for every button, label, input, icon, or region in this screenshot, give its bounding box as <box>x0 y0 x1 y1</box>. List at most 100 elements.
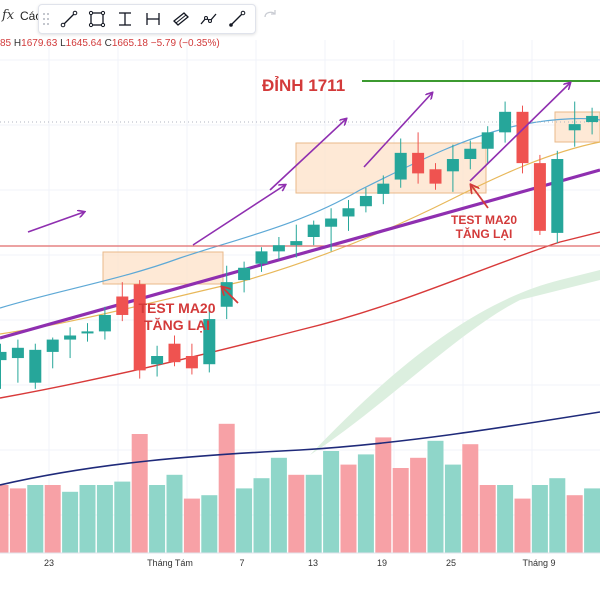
volume-bars <box>0 423 600 553</box>
volume-bar <box>131 434 148 553</box>
candle <box>342 200 355 231</box>
ma50-line <box>0 141 600 335</box>
candle <box>325 208 338 252</box>
candle <box>499 101 512 143</box>
annotation-arrow-1 <box>222 287 239 304</box>
candle-body <box>290 241 303 246</box>
top-bar: fx Các <box>0 0 600 36</box>
candle <box>551 150 564 244</box>
volume-bar <box>340 464 357 553</box>
volume-bar <box>218 423 235 553</box>
candle <box>151 345 164 377</box>
candle <box>377 175 390 205</box>
test-label-2-line-2: TĂNG LẠI <box>456 226 513 241</box>
candle <box>185 343 198 375</box>
high-key: H <box>13 38 22 49</box>
low-value: 1645.64 <box>65 38 102 49</box>
candle-body <box>464 148 477 160</box>
volume-bar <box>79 485 96 553</box>
date-range-icon[interactable] <box>141 7 165 31</box>
trend-line-icon[interactable] <box>57 7 81 31</box>
candle <box>46 337 59 369</box>
moving-averages <box>0 117 600 486</box>
drag-handle-icon[interactable] <box>42 12 50 26</box>
trend-arrow-3 <box>269 119 346 191</box>
volume-bar <box>497 485 514 553</box>
candle <box>394 138 407 188</box>
drawing-toolbar <box>38 4 256 34</box>
close-key: C <box>104 38 112 49</box>
candle-body <box>11 347 24 359</box>
candle-body <box>446 159 459 172</box>
ma100-line <box>0 231 600 399</box>
test-label-2-line-1: TEST MA20 <box>451 213 517 227</box>
candle <box>307 220 320 246</box>
close-value: 1665.18 <box>111 38 148 49</box>
candle-body <box>185 356 198 369</box>
range-icon[interactable] <box>113 7 137 31</box>
candle <box>533 154 546 235</box>
candle-body <box>342 208 355 217</box>
volume-bar <box>253 478 270 553</box>
volume-bar <box>462 444 479 553</box>
channel-icon[interactable] <box>169 7 193 31</box>
candle <box>64 327 77 359</box>
candle <box>29 343 42 389</box>
formula-icon[interactable]: fx <box>2 8 15 23</box>
volume-bar <box>531 485 548 553</box>
candle <box>11 339 24 383</box>
change-value: −5.79 (−0.35%) <box>150 38 220 49</box>
candle-body <box>151 356 164 365</box>
annotation-arrow-2 <box>471 185 489 209</box>
menu-label[interactable]: Các <box>20 9 42 23</box>
candle-body <box>81 331 94 334</box>
x-axis: 23 Tháng Tám 7 13 19 25 Tháng 9 <box>0 552 600 568</box>
candle-body <box>325 218 338 227</box>
candle-body <box>0 351 7 361</box>
volume-bar <box>375 437 392 553</box>
candle-body <box>133 284 146 371</box>
candle-body <box>46 339 59 352</box>
ma200-line <box>0 411 600 486</box>
candle <box>98 306 111 340</box>
candle-body <box>29 349 42 383</box>
ruler-icon[interactable] <box>225 7 249 31</box>
candle-body <box>429 169 442 184</box>
ichimoku-cloud <box>310 270 600 455</box>
volume-bar <box>427 440 444 553</box>
trend-arrow-2 <box>192 185 285 246</box>
volume-bar <box>357 454 374 553</box>
candle <box>133 280 146 379</box>
candle <box>481 126 494 164</box>
candle-body <box>377 183 390 194</box>
candlesticks <box>0 101 599 389</box>
candle <box>446 144 459 192</box>
volume-bar <box>44 485 61 553</box>
candle-body <box>220 282 233 307</box>
candle-body <box>203 319 216 365</box>
volume-bar <box>323 451 340 553</box>
trend-arrow-5 <box>469 83 570 182</box>
candle-body <box>394 152 407 180</box>
candle-body <box>499 111 512 133</box>
volume-bar <box>584 488 600 553</box>
x-tick-label: Tháng 9 <box>522 558 555 568</box>
volume-bar <box>62 491 79 553</box>
candle-body <box>272 245 285 252</box>
candle-body <box>412 152 425 174</box>
volume-bar <box>9 488 26 553</box>
rectangle-icon[interactable] <box>85 7 109 31</box>
uptrend-line <box>0 168 600 340</box>
trend-arrow-1 <box>27 212 84 233</box>
trend-arrow-4 <box>363 93 432 168</box>
candle <box>255 247 268 272</box>
volume-bar <box>166 474 183 553</box>
candle <box>516 105 529 174</box>
candle-body <box>98 314 111 332</box>
candle <box>586 107 599 135</box>
ma20-line <box>0 117 600 309</box>
path-icon[interactable] <box>197 7 221 31</box>
volume-bar <box>201 495 218 553</box>
redo-icon[interactable] <box>262 6 278 22</box>
